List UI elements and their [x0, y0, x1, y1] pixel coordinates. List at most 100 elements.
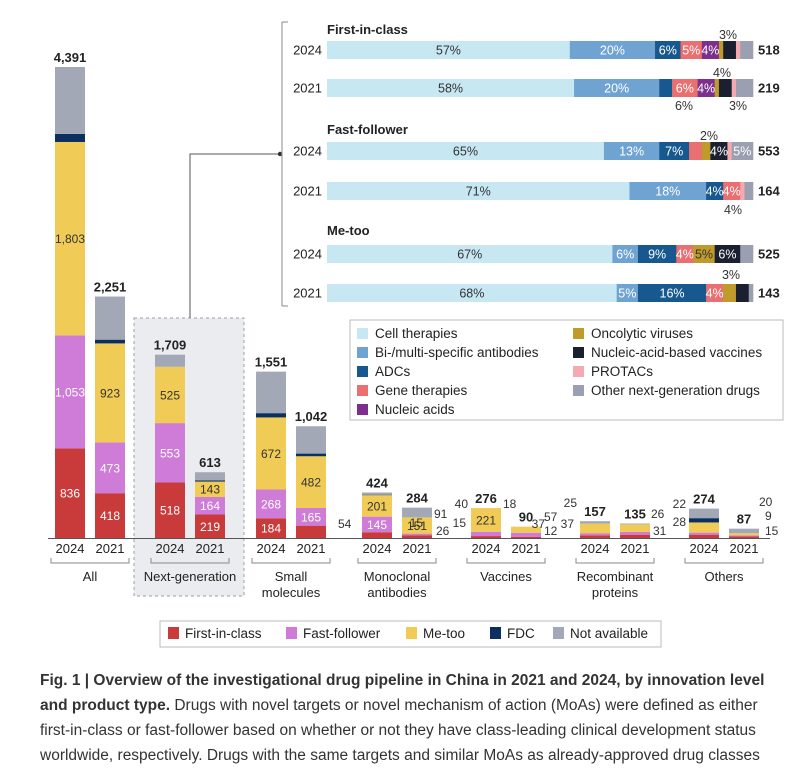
outside-percent-label: 4%	[724, 203, 742, 217]
segment-gene-therapies	[689, 142, 703, 160]
small-value-label: 26	[436, 524, 450, 538]
small-value-label: 40	[455, 497, 469, 511]
breakdown-row-2024: 2024 67% 6% 9% 4% 5% 6% 525	[293, 245, 780, 263]
group-bracket	[575, 558, 655, 564]
small-value-label: 91	[434, 507, 448, 521]
segment-label: 4%	[701, 44, 719, 58]
segment-oncolytic-viruses	[714, 79, 720, 97]
segment-bispecific	[629, 182, 707, 200]
bar-segment-fast-follower	[195, 496, 225, 515]
bar-2021: 165 482 1,042 2021	[295, 409, 328, 556]
segment-bispecific	[574, 79, 660, 97]
segment-protacs	[727, 142, 732, 160]
segment-label: 923	[100, 386, 120, 400]
bar-segment-first-in-class	[471, 536, 501, 538]
segment-nucleic-acid-vaccines	[710, 142, 728, 160]
breakdown-row-2021: 2021 58% 20% 6% 4% 219	[293, 79, 780, 97]
bar-segment-me-too	[729, 533, 759, 536]
bar-2021: 87 2021	[729, 512, 759, 556]
group-label: Vaccines	[480, 569, 532, 584]
small-value-label: 28	[673, 515, 687, 529]
caption-body: Drugs with novel targets or novel mechan…	[40, 697, 760, 764]
segment-label: 836	[60, 487, 80, 501]
legend-swatch	[553, 627, 564, 639]
legend-swatch	[357, 347, 368, 358]
bar-segment-fast-follower	[256, 489, 286, 519]
group-bracket	[150, 558, 230, 564]
bar-segment-not-available	[729, 528, 759, 534]
bar-segment-not-available	[55, 67, 85, 134]
bar-segment-first-in-class	[296, 525, 326, 538]
segment-protacs	[735, 41, 741, 59]
bottom-legend: First-in-class Fast-follower Me-too FDC Not …	[159, 620, 662, 648]
segment-label: 482	[301, 476, 321, 490]
bar-segment-fast-follower	[729, 535, 759, 537]
segment-oncolytic-viruses	[718, 41, 724, 59]
bar-segment-first-in-class	[256, 518, 286, 538]
bar-segment-me-too	[402, 517, 432, 534]
breakdown-title: Me-too	[327, 223, 370, 238]
outside-percent-label: 2%	[700, 129, 718, 143]
segment-cell-therapies	[327, 284, 617, 302]
year-tick-label: 2024	[56, 541, 85, 556]
segment-label: 221	[476, 513, 496, 527]
segment-bispecific	[569, 41, 656, 59]
bar-2024: 157 2024	[580, 504, 610, 556]
left-stacked-bar-chart: 8361,0531,8034,39120244184739232,2512021…	[48, 50, 779, 600]
segment-label: 6%	[659, 44, 677, 58]
segment-label: 672	[261, 447, 281, 461]
row-total-label: 553	[758, 144, 780, 159]
bar-segment-not-available	[620, 523, 650, 525]
bar-segment-not-available	[580, 521, 610, 524]
segment-label: 1,053	[55, 385, 85, 399]
segment-nucleic-acid-vaccines	[735, 284, 750, 302]
group-label: Next-generation	[144, 569, 237, 584]
bar-total-label: 87	[737, 512, 751, 527]
bar-segment-first-in-class	[511, 536, 541, 538]
bar-total-label: 424	[366, 476, 388, 491]
segment-adcs	[706, 182, 724, 200]
small-value-label: 15	[410, 516, 424, 530]
small-value-label: 26	[651, 507, 665, 521]
legend-label: Oncolytic viruses	[591, 326, 693, 341]
bar-segment-me-too	[95, 343, 125, 443]
bar-total-label: 1,709	[154, 338, 187, 353]
breakdown-legend: Cell therapies Bi-/multi-specific antibod…	[349, 319, 784, 421]
outside-percent-label: 4%	[713, 66, 731, 80]
bar-segment-me-too	[155, 366, 185, 424]
segment-nucleic-acid-vaccines	[714, 245, 741, 263]
breakdown-row-2024: 2024 65% 13% 7% 4% 5% 553	[293, 142, 780, 160]
legend-swatch	[357, 404, 368, 415]
legend-label: Cell therapies	[375, 326, 458, 341]
segment-adcs	[655, 41, 681, 59]
bar-segment-fdc	[296, 453, 326, 457]
small-value-label: 12	[544, 524, 558, 538]
year-tick-label: 2021	[730, 541, 759, 556]
segment-other-next-gen	[740, 245, 754, 263]
bar-segment-first-in-class	[580, 535, 610, 538]
segment-label: 201	[367, 499, 387, 513]
segment-label: 4%	[697, 82, 715, 96]
segment-adcs	[637, 284, 707, 302]
bar-segment-fast-follower	[155, 423, 185, 483]
small-value-label: 31	[653, 524, 667, 538]
segment-cell-therapies	[327, 245, 613, 263]
segment-label: 5%	[618, 287, 636, 301]
segment-other-next-gen	[748, 284, 754, 302]
segment-label: 6%	[616, 248, 634, 262]
year-tick-label: 2024	[472, 541, 501, 556]
segment-label: 4%	[723, 185, 741, 199]
bar-segment-not-available	[95, 296, 125, 340]
legend-swatch	[357, 366, 368, 377]
bar-segment-not-available	[362, 492, 392, 495]
segment-label: 518	[160, 504, 180, 518]
year-tick-label: 2021	[196, 541, 225, 556]
outside-percent-label: 3%	[719, 28, 737, 42]
bar-total-label: 2,251	[94, 280, 127, 295]
group-bracket	[251, 558, 331, 564]
segment-bispecific	[612, 245, 639, 263]
bar-segment-fdc	[689, 518, 719, 523]
